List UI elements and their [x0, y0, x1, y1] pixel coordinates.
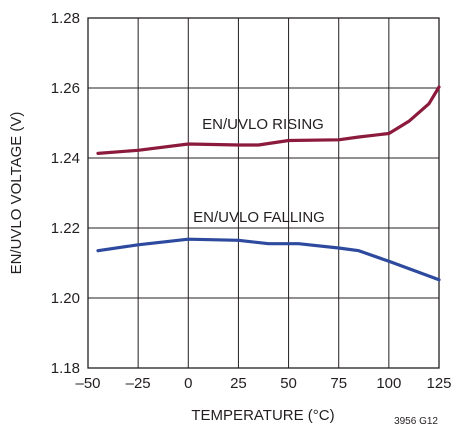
y-axis-title: EN/UVLO VOLTAGE (V): [8, 112, 25, 275]
x-tick-label: 100: [376, 375, 401, 392]
figure-id: 3956 G12: [394, 416, 438, 427]
x-tick-label: –50: [75, 375, 100, 392]
x-tick-labels: –50 –25 0 25 50 75 100 125: [75, 375, 451, 392]
x-tick-label: –25: [126, 375, 151, 392]
y-tick-label: 1.26: [51, 80, 80, 97]
series-label-en-uvlo-falling: EN/UVLO FALLING: [193, 209, 325, 226]
x-axis-title: TEMPERATURE (°C): [191, 407, 334, 424]
grid: [88, 18, 439, 368]
series-line-en-uvlo-rising: [96, 85, 441, 155]
plot-frame: [87, 17, 440, 369]
y-tick-label: 1.22: [51, 220, 80, 237]
series-annotations: EN/UVLO RISING EN/UVLO FALLING: [193, 116, 325, 226]
y-tick-label: 1.18: [51, 360, 80, 377]
y-tick-labels: 1.18 1.20 1.22 1.24 1.26 1.28: [51, 10, 80, 377]
x-tick-label: 25: [230, 375, 247, 392]
x-tick-label: 125: [426, 375, 451, 392]
y-tick-label: 1.24: [51, 150, 80, 167]
x-tick-label: 75: [330, 375, 347, 392]
series-layer: [96, 85, 441, 282]
series-label-en-uvlo-rising: EN/UVLO RISING: [202, 116, 324, 133]
y-tick-label: 1.28: [51, 10, 80, 27]
x-tick-label: 50: [280, 375, 297, 392]
series-line-en-uvlo-falling: [96, 237, 441, 282]
y-tick-label: 1.20: [51, 290, 80, 307]
x-tick-label: 0: [184, 375, 192, 392]
